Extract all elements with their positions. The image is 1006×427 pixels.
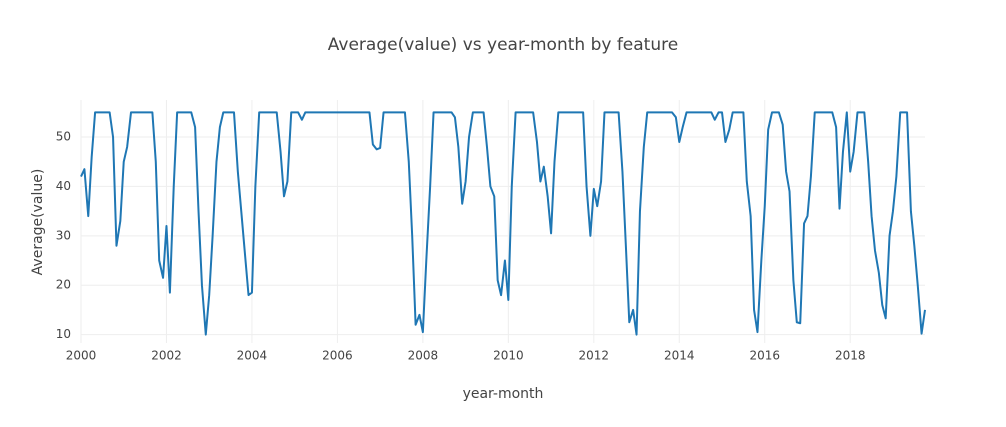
y-tick-label: 50 <box>56 130 71 144</box>
y-tick-label: 30 <box>56 228 71 242</box>
y-axis-title: Average(value) <box>30 169 46 276</box>
y-tick-label: 20 <box>56 278 71 292</box>
x-tick-label: 2012 <box>579 349 610 363</box>
chart-title: Average(value) vs year-month by feature <box>328 35 678 55</box>
x-tick-label: 2008 <box>408 349 439 363</box>
x-tick-label: 2000 <box>66 349 97 363</box>
x-tick-label: 2018 <box>835 349 866 363</box>
x-tick-label: 2004 <box>237 349 268 363</box>
x-tick-label: 2016 <box>749 349 780 363</box>
y-tick-label: 10 <box>56 327 71 341</box>
x-tick-label: 2002 <box>151 349 182 363</box>
x-tick-label: 2014 <box>664 349 695 363</box>
y-tick-label: 40 <box>56 179 71 193</box>
data-line <box>80 111 926 336</box>
x-axis-title: year-month <box>463 386 544 402</box>
x-tick-label: 2006 <box>322 349 353 363</box>
x-tick-label: 2010 <box>493 349 524 363</box>
